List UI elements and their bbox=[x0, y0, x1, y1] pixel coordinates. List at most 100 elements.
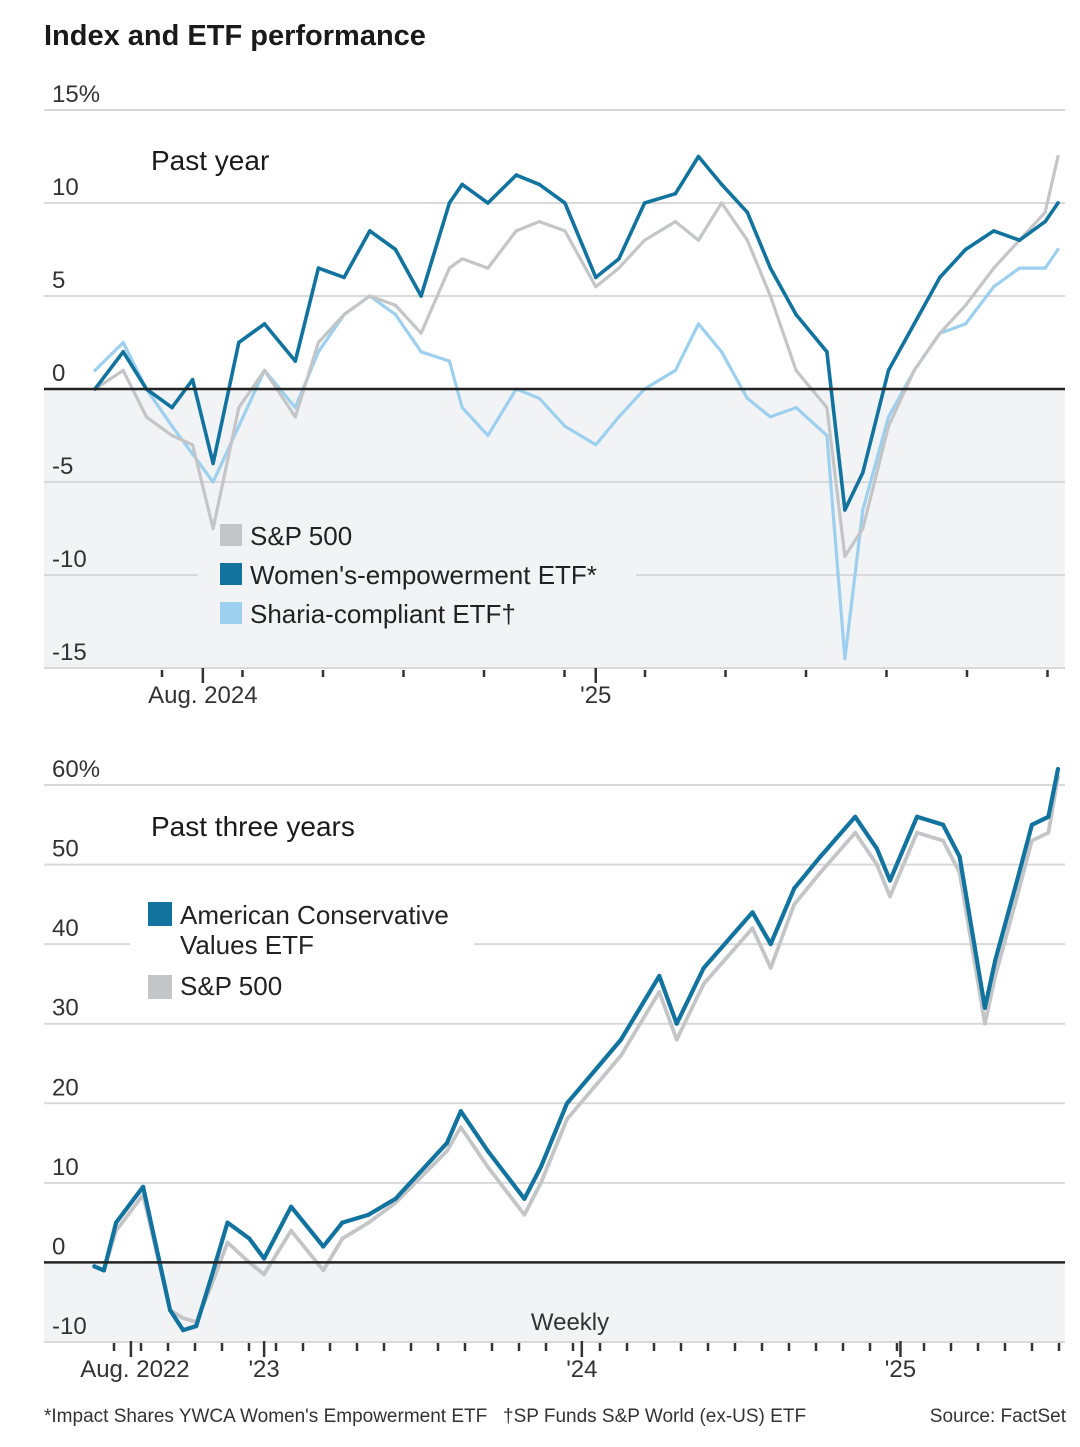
data-point-women bbox=[861, 470, 865, 475]
y-tick-label: 10 bbox=[52, 1154, 79, 1181]
source-note: Source: FactSet bbox=[929, 1406, 1066, 1427]
data-point-acv bbox=[618, 1037, 624, 1042]
data-point-acv bbox=[750, 910, 755, 915]
data-point-sharia bbox=[237, 424, 241, 428]
data-point-acv bbox=[393, 1196, 398, 1201]
data-point-sp500 bbox=[340, 1236, 345, 1241]
data-point-acv bbox=[982, 1005, 988, 1010]
data-point-women bbox=[912, 322, 916, 326]
data-point-sp500 bbox=[1043, 210, 1047, 214]
data-point-sharia bbox=[594, 443, 598, 447]
data-point-women bbox=[825, 350, 829, 354]
data-point-sp500 bbox=[794, 368, 798, 372]
data-point-women bbox=[537, 182, 542, 187]
data-point-sp500 bbox=[592, 1085, 596, 1090]
data-point-acv bbox=[591, 1069, 597, 1074]
data-point-acv bbox=[1046, 814, 1051, 819]
legend-label-acv-line1: American Conservative bbox=[180, 900, 449, 930]
data-point-acv bbox=[181, 1328, 186, 1333]
data-point-sharia bbox=[211, 480, 215, 484]
data-point-sp500 bbox=[983, 1021, 987, 1026]
data-point-sp500 bbox=[393, 303, 398, 307]
data-point-sp500 bbox=[792, 902, 797, 907]
data-point-sharia bbox=[486, 433, 490, 438]
data-point-acv bbox=[262, 1256, 267, 1261]
legend-swatch-sp500 bbox=[148, 975, 172, 999]
y-tick-label: 50 bbox=[52, 836, 79, 863]
data-point-women bbox=[673, 191, 678, 196]
data-point-acv bbox=[485, 1148, 490, 1154]
data-point-sp500 bbox=[745, 238, 749, 242]
data-point-women bbox=[886, 368, 891, 373]
data-point-acv bbox=[853, 814, 858, 819]
data-point-sp500 bbox=[701, 982, 706, 986]
data-point-sp500 bbox=[818, 870, 823, 875]
data-point-acv bbox=[194, 1324, 199, 1329]
data-point-sp500 bbox=[696, 238, 701, 242]
data-point-sp500 bbox=[674, 1037, 679, 1042]
data-point-acv bbox=[957, 854, 962, 859]
data-point-sp500 bbox=[992, 266, 996, 270]
series-line-acv bbox=[92, 766, 1061, 1333]
data-point-sp500 bbox=[486, 266, 490, 270]
data-point-sp500 bbox=[522, 1212, 527, 1217]
data-point-sharia bbox=[563, 424, 567, 428]
data-point-acv bbox=[444, 1141, 449, 1146]
footnote-sharia-etf: †SP Funds S&P World (ex-US) ETF bbox=[503, 1406, 807, 1427]
legend-label-sp500: S&P 500 bbox=[250, 521, 352, 551]
y-tick-label: 40 bbox=[52, 915, 79, 942]
data-point-sp500 bbox=[619, 1053, 623, 1058]
data-point-sharia bbox=[745, 396, 749, 400]
data-point-women bbox=[514, 173, 518, 177]
data-point-women bbox=[419, 294, 423, 298]
x-tick-label: '23 bbox=[248, 1356, 279, 1383]
data-point-sharia bbox=[825, 433, 829, 438]
data-point-acv bbox=[701, 965, 706, 971]
data-point-women bbox=[486, 201, 490, 205]
data-point-women bbox=[563, 201, 567, 205]
data-point-sharia bbox=[293, 406, 297, 410]
data-point-acv bbox=[340, 1220, 345, 1225]
data-point-sp500 bbox=[514, 229, 518, 233]
data-point-women bbox=[938, 275, 942, 280]
data-point-sp500 bbox=[460, 257, 464, 261]
page-title: Index and ETF performance bbox=[44, 20, 426, 52]
data-point-acv bbox=[168, 1308, 173, 1313]
data-point-sp500 bbox=[181, 1316, 186, 1320]
data-point-sharia bbox=[1017, 266, 1022, 270]
data-point-acv bbox=[874, 846, 880, 851]
data-point-sharia bbox=[537, 396, 541, 400]
data-point-sp500 bbox=[170, 433, 174, 438]
data-point-acv bbox=[366, 1212, 371, 1217]
data-point-women bbox=[719, 182, 724, 187]
data-point-sp500 bbox=[617, 266, 621, 270]
data-point-acv bbox=[225, 1220, 230, 1225]
data-point-sp500 bbox=[458, 1125, 463, 1130]
data-point-sp500 bbox=[594, 285, 598, 289]
data-point-sp500 bbox=[915, 830, 919, 835]
data-point-women bbox=[843, 508, 847, 512]
data-point-sharia bbox=[696, 322, 701, 326]
data-point-sp500 bbox=[563, 229, 567, 233]
data-point-women bbox=[1043, 219, 1047, 224]
y-tick-label: 0 bbox=[52, 360, 65, 387]
legend-label-acv: American Conservative Values ETF bbox=[180, 900, 449, 960]
data-point-women bbox=[1056, 201, 1060, 205]
legend-swatch-sp500 bbox=[220, 524, 242, 546]
data-point-sp500 bbox=[211, 526, 215, 531]
series-line-sp500 bbox=[92, 775, 1060, 1324]
data-point-sp500 bbox=[485, 1165, 490, 1169]
data-point-acv bbox=[674, 1021, 679, 1026]
data-point-sp500 bbox=[888, 894, 892, 899]
y-tick-label: 60% bbox=[52, 756, 100, 783]
data-point-women bbox=[262, 322, 267, 326]
y-tick-label: 10 bbox=[52, 174, 79, 201]
data-point-acv bbox=[657, 973, 662, 979]
data-point-sharia bbox=[121, 340, 125, 345]
data-point-sp500 bbox=[886, 424, 891, 428]
data-point-sp500 bbox=[316, 340, 320, 345]
data-point-sp500 bbox=[843, 554, 847, 559]
data-point-women bbox=[794, 312, 798, 317]
data-point-sp500 bbox=[720, 201, 724, 205]
